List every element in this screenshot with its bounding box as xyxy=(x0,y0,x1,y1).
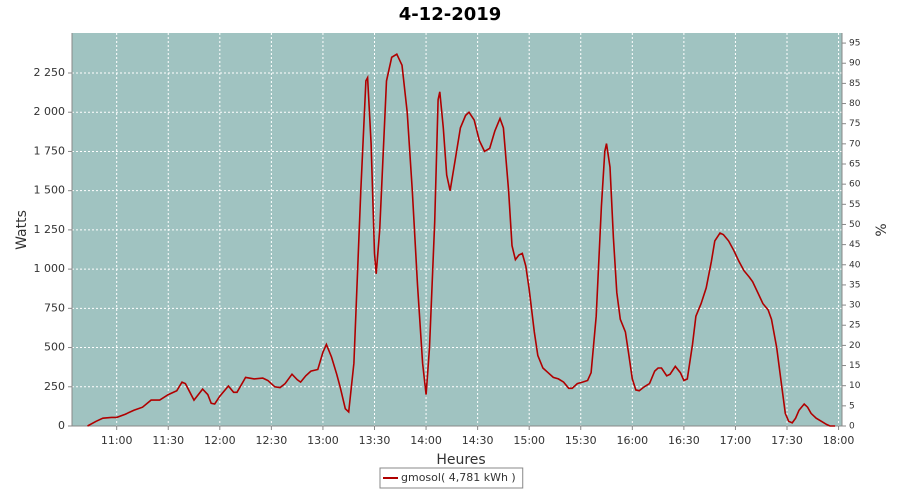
y2-tick-label: 90 xyxy=(849,59,861,69)
y2-tick-label: 80 xyxy=(849,99,861,109)
legend-label: gmosol( 4,781 kWh ) xyxy=(401,471,516,484)
x-tick-label: 12:00 xyxy=(204,434,236,447)
x-axis-title: Heures xyxy=(436,452,485,468)
y2-tick-label: 95 xyxy=(849,39,860,49)
y2-tick-label: 25 xyxy=(849,321,860,331)
y2-tick-label: 50 xyxy=(849,220,861,230)
y-tick-label: 1 500 xyxy=(34,184,66,197)
y2-tick-label: 0 xyxy=(849,422,855,432)
x-tick-label: 17:00 xyxy=(720,434,752,447)
x-tick-label: 15:00 xyxy=(513,434,545,447)
y-tick-label: 2 000 xyxy=(34,105,66,118)
x-tick-label: 15:30 xyxy=(565,434,597,447)
legend: gmosol( 4,781 kWh ) xyxy=(379,467,524,489)
y2-tick-label: 15 xyxy=(849,361,860,371)
x-tick-label: 11:30 xyxy=(152,434,184,447)
y2-tick-label: 40 xyxy=(849,260,861,270)
x-tick-label: 11:00 xyxy=(101,434,133,447)
y-tick-label: 1 000 xyxy=(34,262,66,275)
y2-tick-label: 5 xyxy=(849,401,855,411)
y2-tick-label: 20 xyxy=(849,341,861,351)
x-tick-label: 18:00 xyxy=(823,434,855,447)
x-tick-label: 13:00 xyxy=(307,434,339,447)
y-tick-label: 500 xyxy=(44,341,65,354)
y-axis-title: Watts xyxy=(14,210,30,250)
x-tick-label: 14:00 xyxy=(410,434,442,447)
chart-title: 4-12-2019 xyxy=(399,4,502,25)
y2-tick-label: 60 xyxy=(849,180,861,190)
y2-tick-label: 30 xyxy=(849,301,861,311)
y2-axis-title: % xyxy=(874,223,890,236)
y-tick-label: 1 750 xyxy=(34,144,66,157)
y-tick-label: 0 xyxy=(58,419,65,432)
y2-tick-label: 65 xyxy=(849,160,860,170)
legend-box xyxy=(379,467,524,489)
y-tick-label: 2 250 xyxy=(34,66,66,79)
y-tick-label: 750 xyxy=(44,301,65,314)
x-tick-label: 13:30 xyxy=(359,434,391,447)
x-tick-label: 14:30 xyxy=(462,434,494,447)
y2-tick-label: 85 xyxy=(849,79,860,89)
x-tick-label: 12:30 xyxy=(256,434,288,447)
y-tick-label: 250 xyxy=(44,380,65,393)
x-tick-label: 16:30 xyxy=(668,434,700,447)
y2-tick-label: 55 xyxy=(849,200,860,210)
y2-tick-label: 75 xyxy=(849,119,860,129)
y2-tick-label: 45 xyxy=(849,240,860,250)
y2-tick-label: 70 xyxy=(849,139,861,149)
x-tick-label: 16:00 xyxy=(616,434,648,447)
y-tick-label: 1 250 xyxy=(34,223,66,236)
x-tick-label: 17:30 xyxy=(771,434,803,447)
series-line xyxy=(87,53,836,427)
y2-tick-label: 10 xyxy=(849,381,861,391)
y2-tick-label: 35 xyxy=(849,280,860,290)
